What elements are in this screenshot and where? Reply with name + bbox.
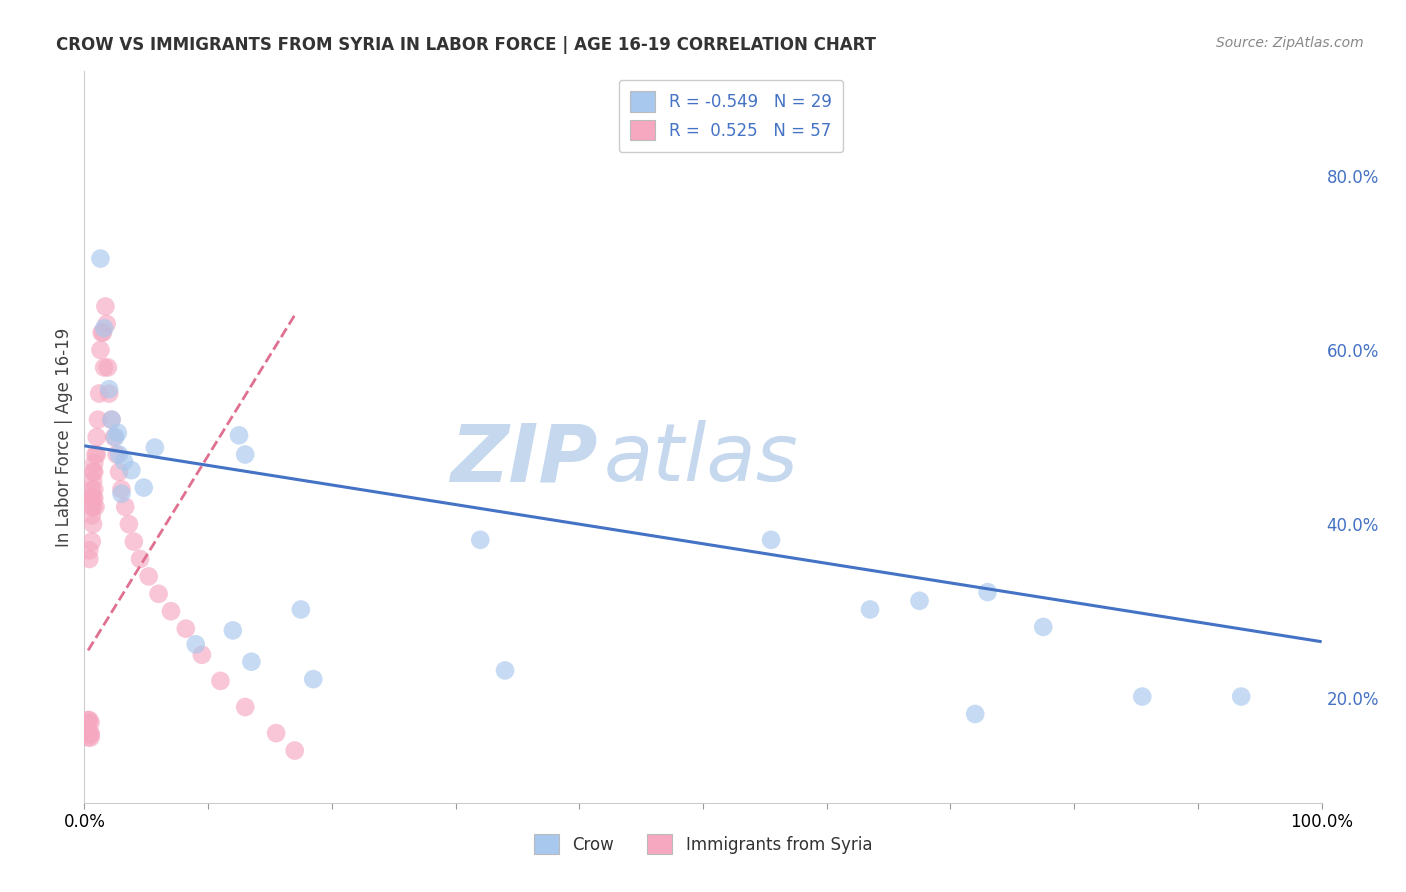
Point [104,430,127,444]
Point [470,533,492,547]
Point [89,343,111,357]
Point [80,491,103,505]
Point [84,448,107,462]
Point [80,534,103,549]
Point [77,713,100,727]
Point [84,500,107,514]
Point [759,533,782,547]
Point [82,491,104,505]
Point [112,454,135,468]
Point [233,448,256,462]
Point [1130,690,1153,704]
Point [79,728,101,742]
Legend: Crow, Immigrants from Syria: Crow, Immigrants from Syria [520,821,886,868]
Point [98,382,121,396]
Point [82,500,104,514]
Point [93,321,115,335]
Point [143,441,166,455]
Point [114,500,136,514]
Point [110,483,132,497]
Point [80,508,103,523]
Point [103,430,125,444]
Point [107,425,129,440]
Point [83,456,105,470]
Point [79,552,101,566]
Point [240,655,263,669]
Point [1230,690,1253,704]
Point [79,543,101,558]
Point [859,602,882,616]
Point [82,474,104,488]
Point [148,587,170,601]
Point [77,731,100,745]
Point [97,360,120,375]
Point [94,300,117,314]
Point [100,412,122,426]
Point [79,715,101,730]
Point [908,594,931,608]
Point [82,465,104,479]
Point [91,326,114,340]
Point [79,731,101,745]
Point [86,430,108,444]
Point [184,637,207,651]
Point [77,726,100,740]
Point [83,465,105,479]
Point [89,386,111,401]
Point [79,726,101,740]
Text: atlas: atlas [605,420,799,498]
Point [209,673,232,688]
Point [1032,620,1054,634]
Point [494,664,516,678]
Text: CROW VS IMMIGRANTS FROM SYRIA IN LABOR FORCE | AGE 16-19 CORRELATION CHART: CROW VS IMMIGRANTS FROM SYRIA IN LABOR F… [56,36,876,54]
Point [83,491,105,505]
Point [284,743,307,757]
Text: Source: ZipAtlas.com: Source: ZipAtlas.com [1216,36,1364,50]
Point [191,648,214,662]
Point [976,585,998,599]
Point [120,463,142,477]
Point [118,517,141,532]
Point [80,500,103,514]
Point [89,252,111,266]
Point [83,483,105,497]
Point [108,448,131,462]
Point [96,317,118,331]
Point [98,386,121,401]
Point [228,428,250,442]
Point [90,326,112,340]
Point [108,465,131,479]
Point [290,602,312,616]
Point [93,360,115,375]
Point [174,622,197,636]
Point [110,486,132,500]
Text: ZIP: ZIP [450,420,598,498]
Point [100,412,122,426]
Point [138,569,160,583]
Point [105,448,128,462]
Point [302,672,325,686]
Point [222,624,245,638]
Y-axis label: In Labor Force | Age 16-19: In Labor Force | Age 16-19 [55,327,73,547]
Point [132,481,155,495]
Point [129,552,152,566]
Point [87,412,110,426]
Point [79,713,101,727]
Point [233,700,256,714]
Point [965,706,987,721]
Point [77,715,100,730]
Point [160,604,183,618]
Point [80,483,103,497]
Point [264,726,287,740]
Point [82,517,104,532]
Point [86,448,108,462]
Point [122,534,145,549]
